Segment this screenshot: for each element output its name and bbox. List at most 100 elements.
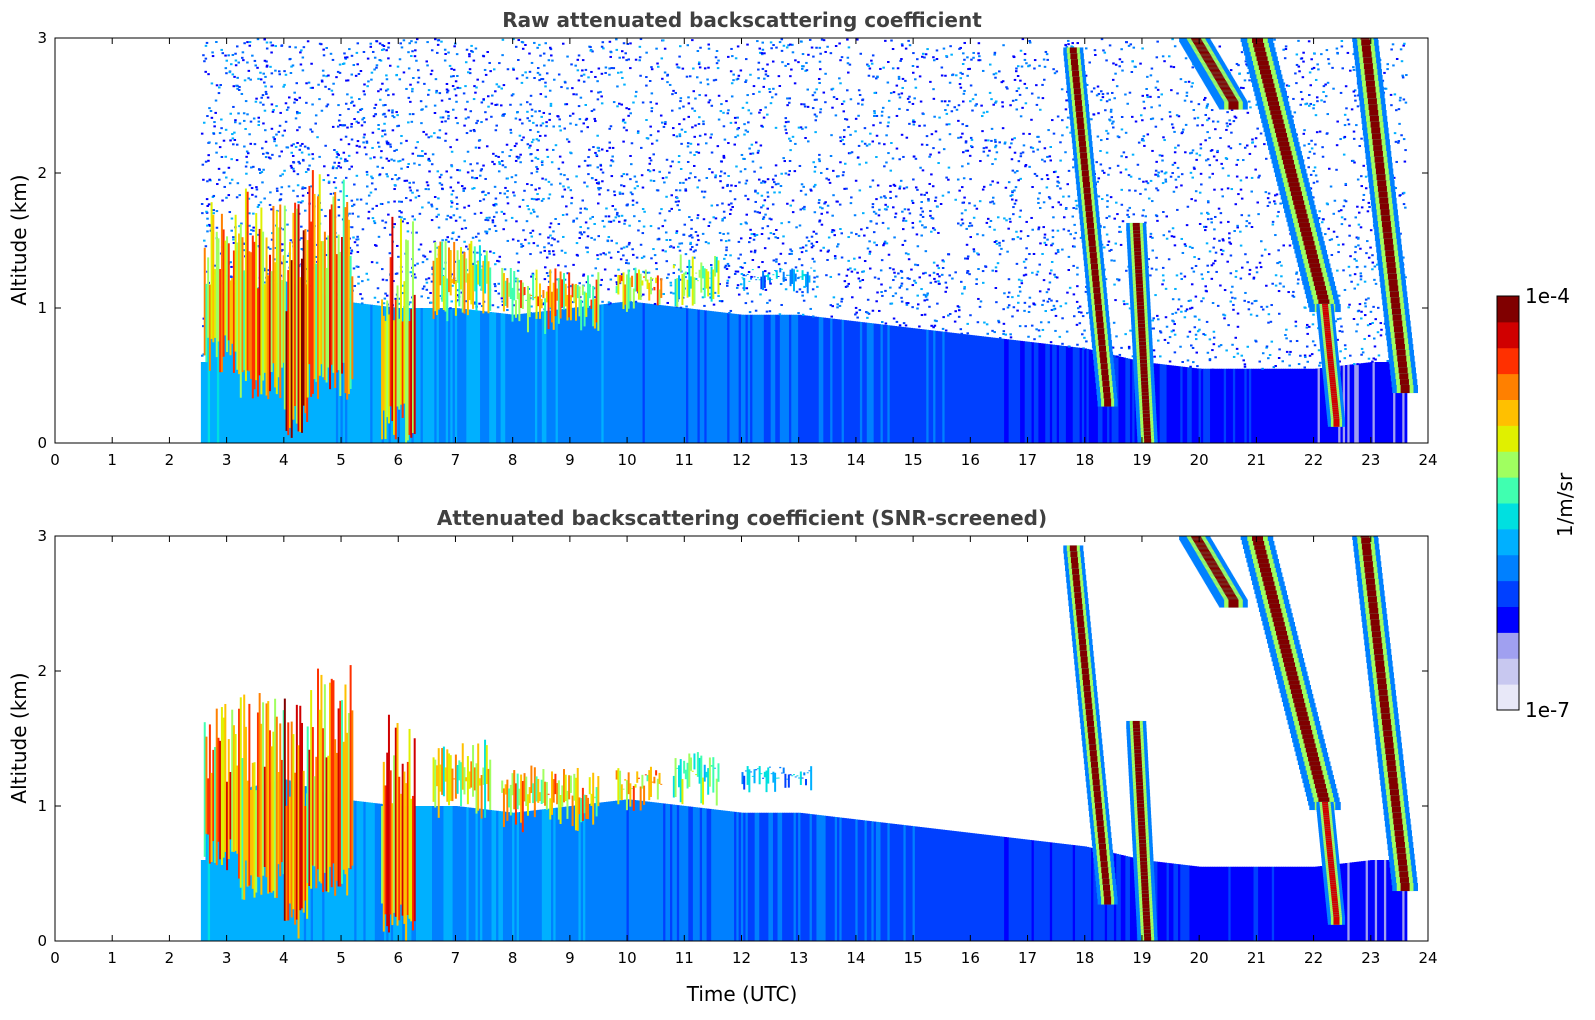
noise-pixel bbox=[270, 51, 273, 54]
noise-pixel bbox=[411, 90, 414, 93]
noise-pixel bbox=[449, 186, 453, 189]
noise-pixel bbox=[406, 222, 409, 225]
noise-pixel bbox=[1095, 94, 1099, 97]
noise-pixel bbox=[1190, 306, 1194, 309]
noise-pixel bbox=[889, 286, 892, 289]
noise-pixel bbox=[361, 118, 364, 121]
noise-pixel bbox=[789, 149, 792, 152]
noise-pixel bbox=[661, 249, 665, 252]
noise-pixel bbox=[396, 178, 399, 181]
noise-pixel bbox=[810, 235, 814, 238]
noise-pixel bbox=[335, 76, 338, 79]
noise-pixel bbox=[453, 88, 457, 91]
noise-pixel bbox=[753, 234, 757, 237]
backscatter-column bbox=[516, 314, 520, 443]
backscatter-column bbox=[686, 308, 689, 443]
noise-pixel bbox=[564, 251, 567, 254]
noise-pixel bbox=[1160, 118, 1164, 121]
noise-pixel bbox=[972, 216, 976, 219]
noise-pixel bbox=[746, 292, 749, 295]
noise-pixel bbox=[1014, 186, 1018, 189]
noise-pixel bbox=[464, 61, 468, 64]
noise-pixel bbox=[675, 135, 679, 138]
noise-pixel bbox=[601, 41, 605, 44]
noise-pixel bbox=[961, 62, 965, 65]
noise-pixel bbox=[421, 261, 425, 264]
noise-pixel bbox=[1084, 290, 1088, 293]
noise-pixel bbox=[977, 52, 980, 55]
noise-pixel bbox=[801, 127, 804, 130]
noise-pixel bbox=[1072, 166, 1075, 169]
noise-pixel bbox=[1223, 314, 1227, 317]
noise-pixel bbox=[1143, 107, 1146, 110]
noise-pixel bbox=[1182, 128, 1185, 131]
noise-pixel bbox=[1194, 333, 1198, 336]
noise-pixel bbox=[232, 105, 235, 108]
noise-pixel bbox=[524, 71, 527, 74]
noise-pixel bbox=[257, 120, 261, 123]
noise-pixel bbox=[288, 45, 292, 48]
noise-pixel bbox=[1206, 211, 1209, 214]
noise-pixel bbox=[1001, 101, 1004, 104]
noise-pixel bbox=[698, 116, 701, 119]
noise-pixel bbox=[418, 163, 421, 166]
noise-pixel bbox=[955, 74, 958, 77]
noise-pixel bbox=[657, 65, 660, 68]
backscatter-column bbox=[1381, 362, 1385, 443]
noise-pixel bbox=[871, 206, 875, 209]
noise-pixel bbox=[733, 143, 736, 146]
backscatter-column bbox=[470, 309, 474, 443]
backscatter-column bbox=[507, 314, 511, 443]
noise-pixel bbox=[517, 39, 521, 42]
noise-pixel bbox=[953, 106, 956, 109]
noise-pixel bbox=[1395, 57, 1399, 60]
noise-pixel bbox=[1037, 96, 1040, 99]
noise-pixel bbox=[446, 89, 450, 92]
noise-pixel bbox=[1195, 152, 1199, 155]
noise-pixel bbox=[622, 140, 625, 143]
backscatter-column bbox=[1095, 351, 1099, 443]
backscatter-column bbox=[374, 305, 378, 443]
noise-pixel bbox=[1213, 228, 1216, 231]
backscatter-column bbox=[1274, 368, 1277, 443]
noise-pixel bbox=[1003, 217, 1006, 220]
noise-pixel bbox=[469, 129, 472, 132]
noise-pixel bbox=[1313, 344, 1317, 347]
noise-pixel bbox=[1054, 276, 1057, 279]
noise-pixel bbox=[884, 196, 887, 199]
noise-pixel bbox=[663, 47, 667, 50]
noise-pixel bbox=[947, 191, 950, 194]
noise-pixel bbox=[665, 239, 668, 242]
noise-pixel bbox=[346, 79, 350, 82]
noise-pixel bbox=[1041, 83, 1044, 86]
noise-pixel bbox=[1339, 350, 1342, 353]
noise-pixel bbox=[812, 185, 816, 188]
noise-pixel bbox=[1214, 215, 1217, 218]
noise-pixel bbox=[754, 189, 757, 192]
noise-pixel bbox=[1317, 217, 1321, 220]
noise-pixel bbox=[929, 281, 933, 284]
noise-pixel bbox=[246, 41, 249, 44]
noise-pixel bbox=[818, 60, 822, 63]
noise-pixel bbox=[1051, 236, 1055, 239]
backscatter-column bbox=[493, 312, 497, 443]
noise-pixel bbox=[416, 141, 419, 144]
noise-pixel bbox=[1363, 314, 1367, 317]
noise-pixel bbox=[453, 45, 456, 48]
noise-pixel bbox=[784, 278, 787, 281]
noise-pixel bbox=[1272, 366, 1276, 369]
noise-pixel bbox=[625, 204, 629, 207]
noise-pixel bbox=[853, 268, 857, 271]
noise-pixel bbox=[438, 294, 442, 297]
noise-pixel bbox=[749, 112, 753, 115]
noise-pixel bbox=[1059, 141, 1062, 144]
noise-pixel bbox=[1213, 188, 1216, 191]
noise-pixel bbox=[248, 212, 251, 215]
noise-pixel bbox=[940, 273, 944, 276]
noise-pixel bbox=[1206, 264, 1209, 267]
noise-pixel bbox=[327, 88, 331, 91]
noise-pixel bbox=[532, 208, 535, 211]
noise-pixel bbox=[1181, 131, 1184, 134]
backscatter-column bbox=[205, 288, 209, 443]
noise-pixel bbox=[961, 201, 965, 204]
